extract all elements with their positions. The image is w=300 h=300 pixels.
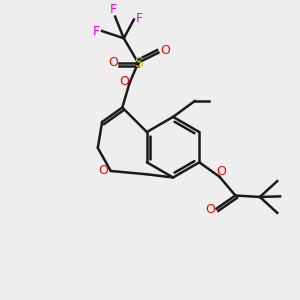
Text: O: O — [205, 203, 215, 216]
Text: O: O — [119, 75, 129, 88]
Text: O: O — [108, 56, 118, 69]
Text: O: O — [216, 165, 226, 178]
Text: O: O — [160, 44, 170, 57]
Text: S: S — [134, 56, 142, 70]
Text: F: F — [136, 12, 142, 25]
Text: O: O — [99, 164, 109, 178]
Text: F: F — [110, 3, 117, 16]
Text: F: F — [93, 25, 100, 38]
